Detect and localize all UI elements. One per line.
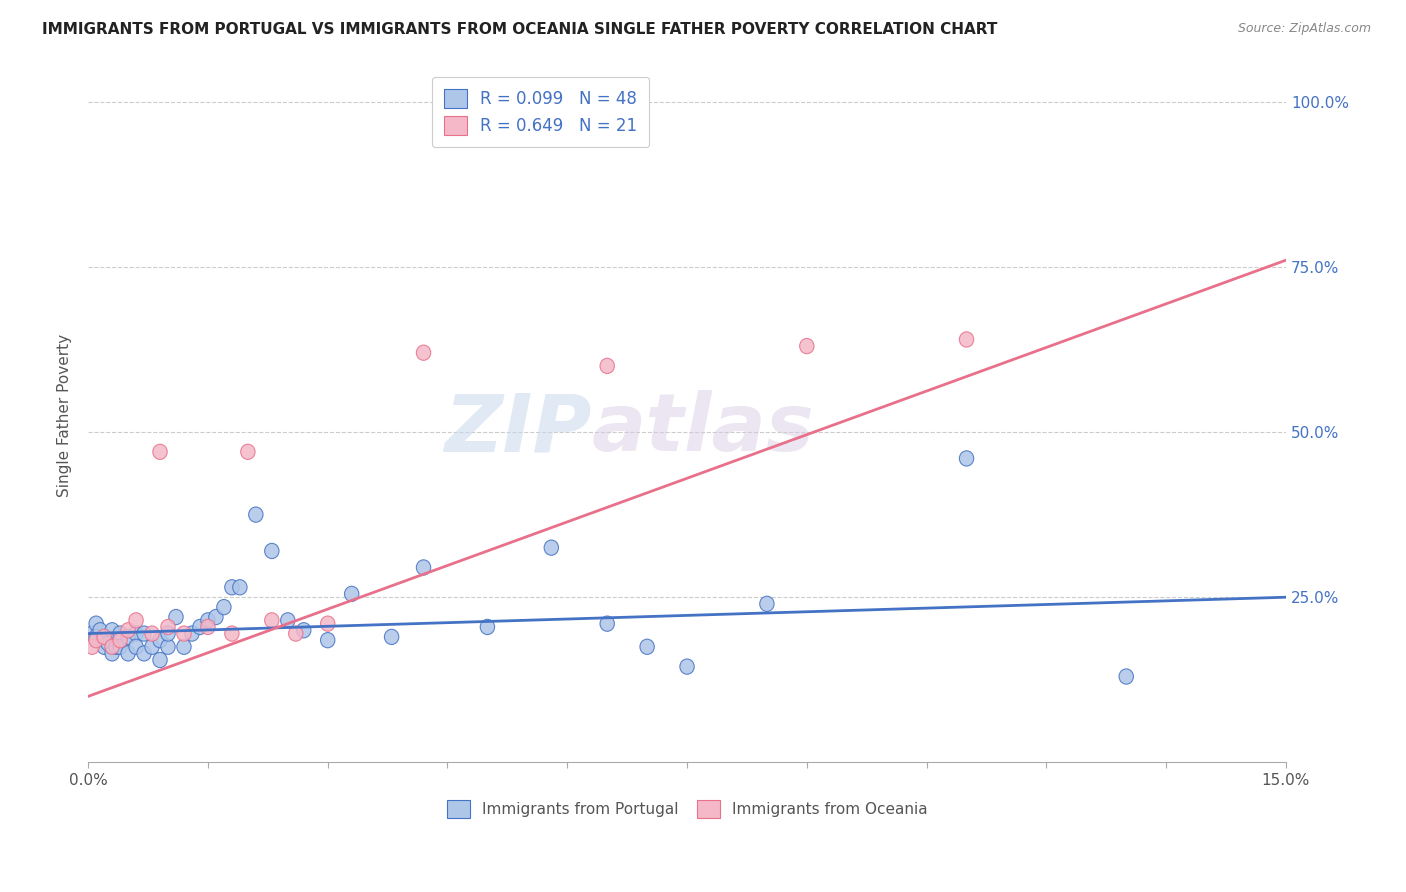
Ellipse shape xyxy=(249,507,263,522)
Ellipse shape xyxy=(681,659,695,674)
Ellipse shape xyxy=(153,652,167,667)
Ellipse shape xyxy=(184,626,200,641)
Ellipse shape xyxy=(384,629,399,645)
Ellipse shape xyxy=(640,640,654,655)
Ellipse shape xyxy=(321,616,335,632)
Text: Source: ZipAtlas.com: Source: ZipAtlas.com xyxy=(1237,22,1371,36)
Ellipse shape xyxy=(89,629,103,645)
Ellipse shape xyxy=(136,626,152,641)
Text: ZIP: ZIP xyxy=(444,391,592,468)
Ellipse shape xyxy=(288,626,302,641)
Ellipse shape xyxy=(201,619,215,634)
Ellipse shape xyxy=(600,359,614,374)
Ellipse shape xyxy=(97,629,111,645)
Ellipse shape xyxy=(112,640,128,655)
Ellipse shape xyxy=(225,580,239,595)
Ellipse shape xyxy=(97,640,111,655)
Ellipse shape xyxy=(169,609,183,624)
Ellipse shape xyxy=(177,626,191,641)
Ellipse shape xyxy=(1119,669,1133,684)
Ellipse shape xyxy=(145,640,159,655)
Ellipse shape xyxy=(225,626,239,641)
Ellipse shape xyxy=(121,646,135,661)
Ellipse shape xyxy=(416,560,430,575)
Text: IMMIGRANTS FROM PORTUGAL VS IMMIGRANTS FROM OCEANIA SINGLE FATHER POVERTY CORREL: IMMIGRANTS FROM PORTUGAL VS IMMIGRANTS F… xyxy=(42,22,997,37)
Ellipse shape xyxy=(89,632,103,648)
Ellipse shape xyxy=(240,444,254,459)
Ellipse shape xyxy=(129,626,143,641)
Legend: Immigrants from Portugal, Immigrants from Oceania: Immigrants from Portugal, Immigrants fro… xyxy=(440,794,934,824)
Ellipse shape xyxy=(101,636,115,651)
Y-axis label: Single Father Poverty: Single Father Poverty xyxy=(58,334,72,497)
Ellipse shape xyxy=(232,580,247,595)
Ellipse shape xyxy=(160,619,176,634)
Ellipse shape xyxy=(84,640,100,655)
Ellipse shape xyxy=(136,646,152,661)
Ellipse shape xyxy=(105,646,120,661)
Ellipse shape xyxy=(121,629,135,645)
Ellipse shape xyxy=(481,619,495,634)
Ellipse shape xyxy=(129,640,143,655)
Ellipse shape xyxy=(959,450,974,466)
Ellipse shape xyxy=(800,338,814,354)
Ellipse shape xyxy=(129,613,143,628)
Text: atlas: atlas xyxy=(592,391,814,468)
Ellipse shape xyxy=(105,640,120,655)
Ellipse shape xyxy=(193,619,207,634)
Ellipse shape xyxy=(264,613,278,628)
Ellipse shape xyxy=(145,626,159,641)
Ellipse shape xyxy=(959,332,974,347)
Ellipse shape xyxy=(208,609,224,624)
Ellipse shape xyxy=(217,599,231,615)
Ellipse shape xyxy=(112,626,128,641)
Ellipse shape xyxy=(344,586,359,601)
Ellipse shape xyxy=(93,623,107,638)
Ellipse shape xyxy=(264,543,278,558)
Ellipse shape xyxy=(121,623,135,638)
Ellipse shape xyxy=(160,640,176,655)
Ellipse shape xyxy=(416,345,430,360)
Ellipse shape xyxy=(153,444,167,459)
Ellipse shape xyxy=(177,640,191,655)
Ellipse shape xyxy=(321,632,335,648)
Ellipse shape xyxy=(600,616,614,632)
Ellipse shape xyxy=(759,596,775,611)
Ellipse shape xyxy=(544,540,558,556)
Ellipse shape xyxy=(160,626,176,641)
Ellipse shape xyxy=(281,613,295,628)
Ellipse shape xyxy=(153,632,167,648)
Ellipse shape xyxy=(112,632,128,648)
Ellipse shape xyxy=(108,640,124,655)
Ellipse shape xyxy=(84,626,100,641)
Ellipse shape xyxy=(97,632,111,648)
Ellipse shape xyxy=(105,623,120,638)
Ellipse shape xyxy=(297,623,311,638)
Ellipse shape xyxy=(89,616,103,632)
Ellipse shape xyxy=(201,613,215,628)
